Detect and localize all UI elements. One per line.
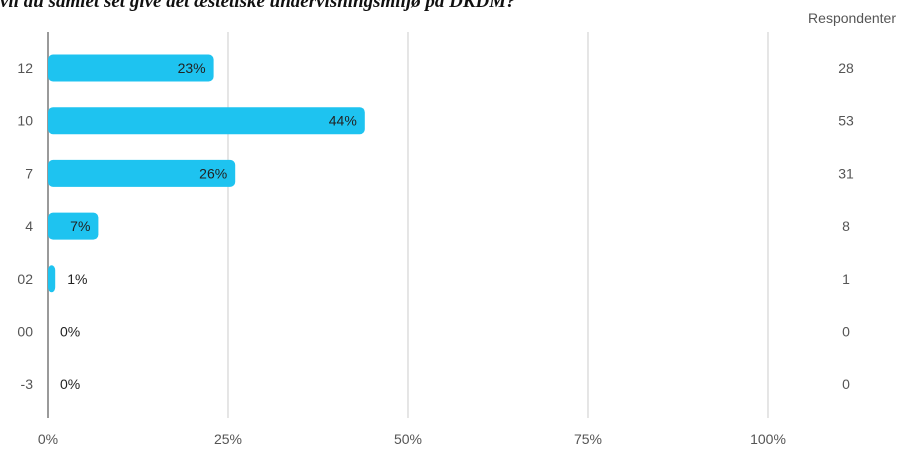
data-label: 23% — [178, 60, 206, 76]
data-label: 1% — [67, 271, 87, 287]
bar — [48, 159, 236, 187]
data-label: 0% — [60, 376, 80, 392]
bar — [48, 107, 365, 135]
bar — [48, 54, 214, 82]
data-label: 7% — [70, 218, 90, 234]
chart-title: vil du samlet set give det æstetiske und… — [0, 0, 516, 12]
category-label: 7 — [25, 165, 33, 181]
x-tick-label: 100% — [750, 431, 786, 447]
respondent-count: 0 — [842, 376, 850, 392]
x-tick-label: 75% — [574, 431, 602, 447]
category-label: -3 — [21, 376, 34, 392]
respondent-count: 53 — [838, 113, 854, 129]
bar — [48, 212, 99, 240]
x-tick-label: 25% — [214, 431, 242, 447]
category-label: 4 — [25, 218, 33, 234]
data-label: 44% — [329, 113, 357, 129]
respondent-count: 1 — [842, 271, 850, 287]
x-tick-label: 50% — [394, 431, 422, 447]
respondent-count: 28 — [838, 60, 854, 76]
respondent-count: 8 — [842, 218, 850, 234]
respondents-header: Respondenter — [808, 10, 896, 26]
category-label: 12 — [17, 60, 33, 76]
category-label: 00 — [17, 324, 33, 340]
category-label: 10 — [17, 113, 33, 129]
x-tick-label: 0% — [38, 431, 58, 447]
respondent-count: 31 — [838, 165, 854, 181]
data-label: 0% — [60, 324, 80, 340]
category-label: 02 — [17, 271, 33, 287]
respondent-count: 0 — [842, 324, 850, 340]
bar — [48, 265, 56, 293]
data-label: 26% — [199, 165, 227, 181]
